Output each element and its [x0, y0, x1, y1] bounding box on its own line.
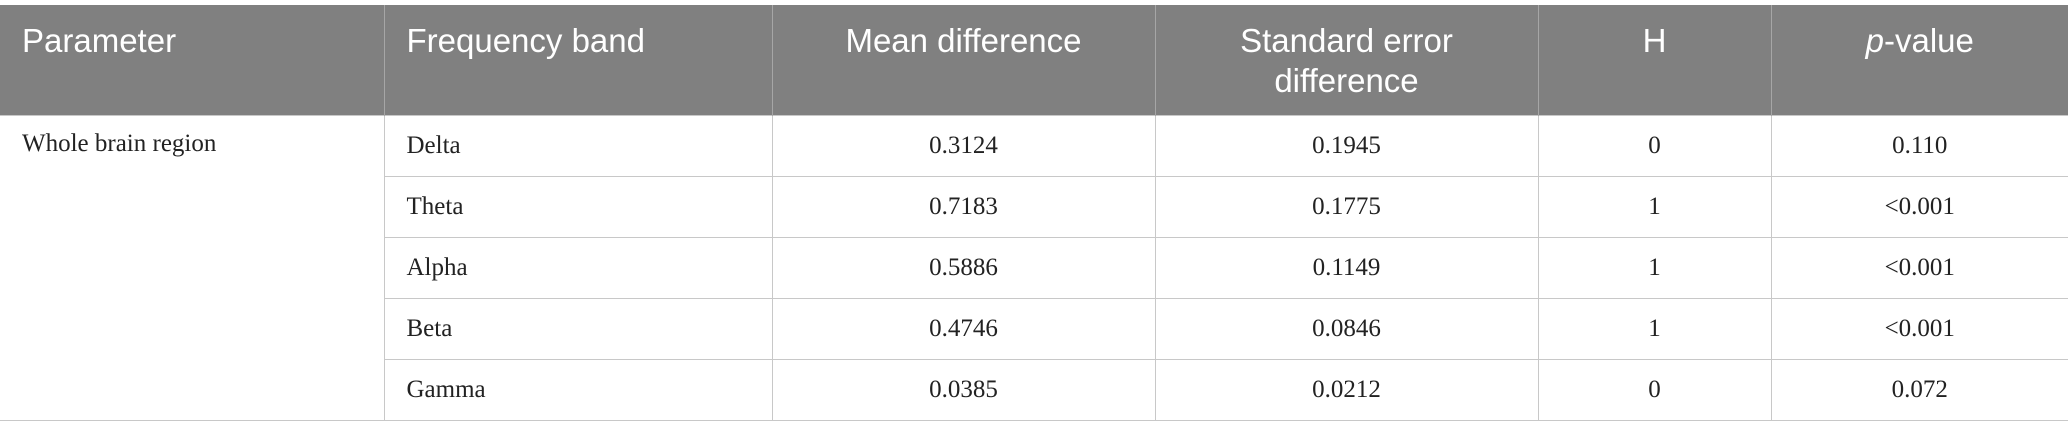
header-text: -value [1883, 22, 1974, 59]
value-cell: 0.1775 [1154, 175, 1539, 238]
value-cell: 0.3124 [771, 114, 1156, 177]
band-cell: Beta [383, 297, 773, 360]
value-cell: <0.001 [1770, 175, 2068, 238]
column-header: H [1538, 5, 1772, 115]
value-cell: 0.5886 [771, 236, 1156, 299]
value-cell: 0.1149 [1154, 236, 1539, 299]
value-cell: <0.001 [1770, 297, 2068, 360]
value-cell: 0 [1537, 114, 1772, 177]
value-cell: 0.0212 [1154, 358, 1539, 421]
value-cell: 0.1945 [1154, 114, 1539, 177]
value-cell: 0.0846 [1154, 297, 1539, 360]
band-cell: Gamma [383, 358, 773, 421]
table-header: Parameter Frequency band Mean difference St… [0, 5, 2068, 115]
value-cell: 0 [1537, 358, 1772, 421]
value-cell: 1 [1537, 297, 1772, 360]
band-cell: Delta [383, 114, 773, 177]
column-header: Standard error difference [1155, 5, 1539, 115]
table-row: Alpha 0.5886 0.1149 1 <0.001 [0, 236, 2068, 299]
header-row: Parameter Frequency band Mean difference St… [0, 5, 2068, 115]
column-header: Parameter [0, 5, 385, 115]
table-row: Beta 0.4746 0.0846 1 <0.001 [0, 297, 2068, 360]
column-header: Frequency band [384, 5, 773, 115]
table-row: Gamma 0.0385 0.0212 0 0.072 [0, 358, 2068, 421]
value-cell: 1 [1537, 236, 1772, 299]
value-cell: 1 [1537, 175, 1772, 238]
header-italic: p [1865, 22, 1884, 59]
group-cell: Whole brain region [0, 114, 385, 421]
table-body: Whole brain region Delta 0.3124 0.1945 0 0.11… [0, 114, 2068, 421]
value-cell: 0.4746 [771, 297, 1156, 360]
band-cell: Alpha [383, 236, 773, 299]
value-cell: 0.110 [1770, 114, 2068, 177]
band-cell: Theta [383, 175, 773, 238]
value-cell: 0.072 [1770, 358, 2068, 421]
value-cell: 0.0385 [771, 358, 1156, 421]
value-cell: <0.001 [1770, 236, 2068, 299]
column-header: Mean difference [772, 5, 1156, 115]
results-table: Parameter Frequency band Mean difference St… [0, 5, 2068, 421]
table-wrapper: Parameter Frequency band Mean difference St… [0, 5, 2068, 421]
value-cell: 0.7183 [771, 175, 1156, 238]
table-row: Whole brain region Delta 0.3124 0.1945 0 0.11… [0, 114, 2068, 421]
column-header: p-value [1771, 5, 2068, 115]
